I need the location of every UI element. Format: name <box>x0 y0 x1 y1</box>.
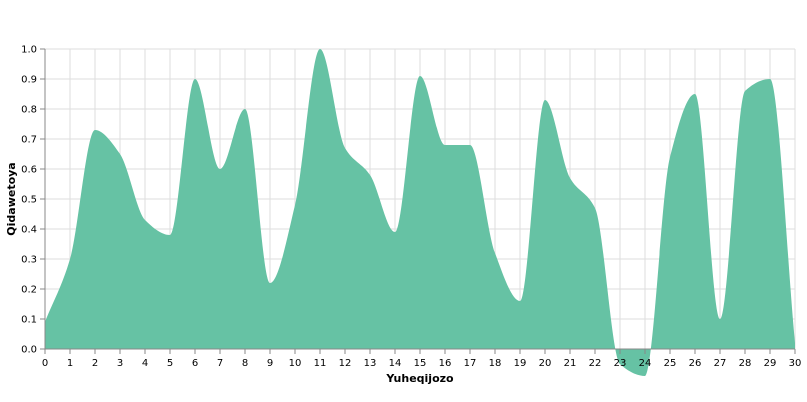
y-tick-label: 0.7 <box>21 135 37 146</box>
x-tick-label: 22 <box>589 358 602 369</box>
x-tick-label: 12 <box>339 358 352 369</box>
x-tick-label: 27 <box>714 358 727 369</box>
x-axis-title: Yuheqijozo <box>385 372 454 385</box>
x-tick-label: 0 <box>42 358 48 369</box>
x-tick-label: 20 <box>539 358 552 369</box>
x-tick-label: 21 <box>564 358 577 369</box>
x-tick-label: 14 <box>389 358 402 369</box>
y-tick-label: 0.0 <box>21 345 37 356</box>
y-tick-label: 0.1 <box>21 315 37 326</box>
y-tick-label: 0.4 <box>21 225 37 236</box>
x-tick-label: 29 <box>764 358 777 369</box>
x-tick-label: 10 <box>289 358 302 369</box>
x-tick-label: 13 <box>364 358 377 369</box>
x-tick-label: 25 <box>664 358 677 369</box>
x-tick-label: 24 <box>639 358 652 369</box>
y-tick-label: 1.0 <box>21 45 37 56</box>
y-tick-label: 0.3 <box>21 255 37 266</box>
x-tick-label: 9 <box>267 358 273 369</box>
x-tick-label: 5 <box>167 358 173 369</box>
y-axis-title: Qidawetoya <box>5 162 18 235</box>
x-tick-label: 7 <box>217 358 223 369</box>
x-tick-label: 2 <box>92 358 98 369</box>
x-tick-label: 17 <box>464 358 477 369</box>
x-tick-label: 30 <box>789 358 802 369</box>
y-tick-label: 0.2 <box>21 285 37 296</box>
x-tick-label: 1 <box>67 358 73 369</box>
x-tick-label: 3 <box>117 358 123 369</box>
x-tick-label: 19 <box>514 358 527 369</box>
x-tick-label: 18 <box>489 358 502 369</box>
y-tick-label: 0.9 <box>21 75 37 86</box>
axes: 0.00.10.20.30.40.50.60.70.80.91.00 1 2 3 4 5 6… <box>21 45 801 370</box>
x-tick-label: 15 <box>414 358 427 369</box>
x-tick-label: 28 <box>739 358 752 369</box>
x-tick-label: 4 <box>142 358 148 369</box>
x-tick-label: 26 <box>689 358 702 369</box>
y-tick-label: 0.6 <box>21 165 37 176</box>
x-tick-label: 11 <box>314 358 327 369</box>
x-tick-label: 6 <box>192 358 198 369</box>
y-tick-label: 0.5 <box>21 195 37 206</box>
y-tick-label: 0.8 <box>21 105 37 116</box>
series-area <box>45 49 795 376</box>
x-tick-label: 16 <box>439 358 452 369</box>
x-tick-label: 8 <box>242 358 248 369</box>
x-tick-label: 23 <box>614 358 627 369</box>
